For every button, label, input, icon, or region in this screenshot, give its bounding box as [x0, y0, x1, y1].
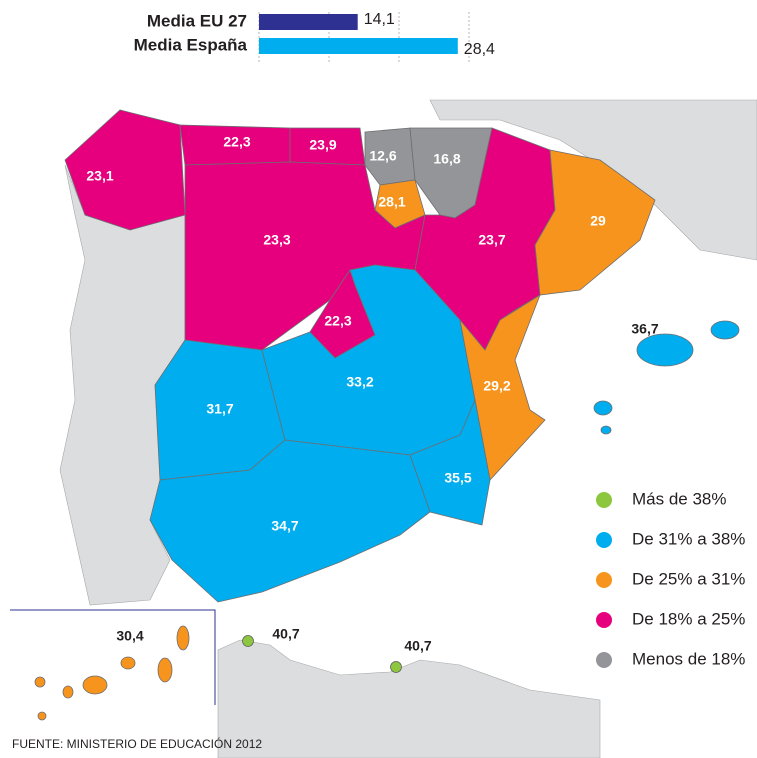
region-label: 23,3: [263, 232, 290, 248]
island: [710, 320, 740, 340]
legend-label: De 31% a 38%: [632, 529, 745, 548]
region-label: 23,9: [309, 137, 336, 153]
region-label: 12,6: [369, 148, 396, 164]
legend-label: Menos de 18%: [632, 649, 745, 668]
region-label: 29: [590, 213, 606, 229]
bar-category: Media España: [134, 35, 248, 54]
bar-value-label: 14,1: [364, 11, 395, 28]
legend-label: Más de 38%: [632, 489, 727, 508]
region-label: 35,5: [444, 470, 471, 486]
inset-frame: [10, 609, 216, 705]
region-label: 22,3: [223, 134, 250, 150]
bar-category: Media EU 27: [147, 11, 247, 30]
island: [636, 333, 694, 367]
legend-swatch: [596, 572, 612, 588]
legend-swatch: [596, 492, 612, 508]
island: [176, 625, 190, 651]
source: FUENTE: MINISTERIO DE EDUCACIÓN 2012: [12, 736, 262, 751]
legend-swatch: [596, 652, 612, 668]
bar: [259, 38, 458, 54]
region-label: 34,7: [271, 518, 298, 534]
region-label: 40,7: [404, 638, 431, 654]
region-label: 22,3: [324, 313, 351, 329]
island: [157, 657, 173, 683]
island: [600, 425, 612, 435]
region-label: 16,8: [433, 151, 460, 167]
region-label: 36,7: [631, 321, 658, 337]
island: [34, 676, 46, 688]
regions: [64, 109, 656, 603]
region: [534, 149, 656, 296]
region-label: 31,7: [206, 401, 233, 417]
island: [37, 711, 47, 721]
region-label: 30,4: [116, 628, 143, 644]
region-label: 23,7: [478, 232, 505, 248]
region-label: 28,1: [378, 194, 405, 210]
legend-swatch: [596, 612, 612, 628]
legend-label: De 18% a 25%: [632, 609, 745, 628]
region-label: 29,2: [483, 378, 510, 394]
city: [242, 635, 254, 647]
region-label: 23,1: [86, 168, 113, 184]
africa: [217, 639, 601, 758]
legend-swatch: [596, 532, 612, 548]
island: [593, 400, 613, 416]
island: [62, 685, 74, 699]
legend-label: De 25% a 31%: [632, 569, 745, 588]
region: [149, 439, 431, 603]
bar: [259, 14, 358, 30]
island: [82, 675, 108, 695]
region-label: 40,7: [272, 626, 299, 642]
bar-value-label: 28,4: [464, 41, 495, 58]
city: [390, 661, 402, 673]
island: [120, 656, 136, 670]
region-label: 33,2: [346, 374, 373, 390]
